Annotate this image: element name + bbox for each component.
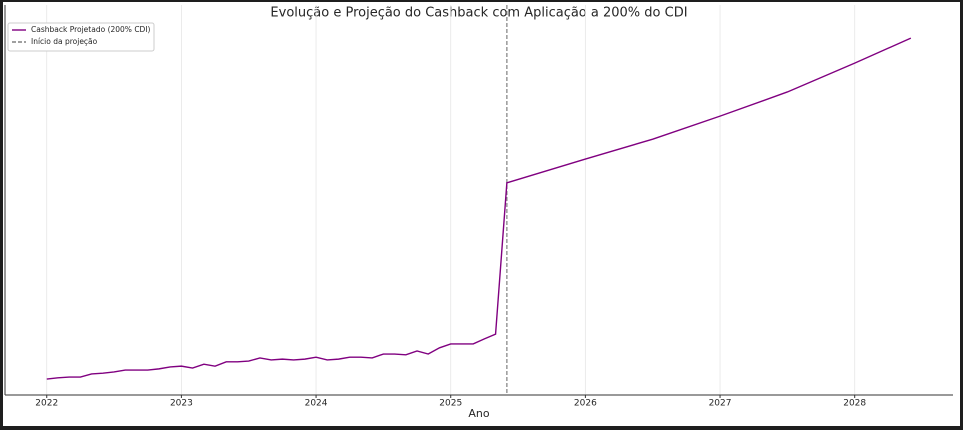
chart-title: Evolução e Projeção do Cashback com Apli…	[270, 6, 687, 21]
legend-label: Início da projeção	[31, 37, 98, 46]
x-tick-label: 2024	[305, 399, 328, 409]
x-tick-label: 2023	[170, 399, 193, 409]
canvas	[3, 2, 960, 426]
legend-label: Cashback Projetado (200% CDI)	[31, 25, 151, 34]
x-tick-label: 2027	[709, 399, 732, 409]
series-line	[46, 37, 912, 380]
x-tick-label: 2022	[35, 399, 58, 409]
x-axis-label: Ano	[468, 407, 489, 420]
x-tick-label: 2028	[843, 399, 866, 409]
x-tick-label: 2026	[574, 399, 597, 409]
legend-box	[7, 22, 155, 52]
x-tick-label: 2025	[439, 399, 462, 409]
